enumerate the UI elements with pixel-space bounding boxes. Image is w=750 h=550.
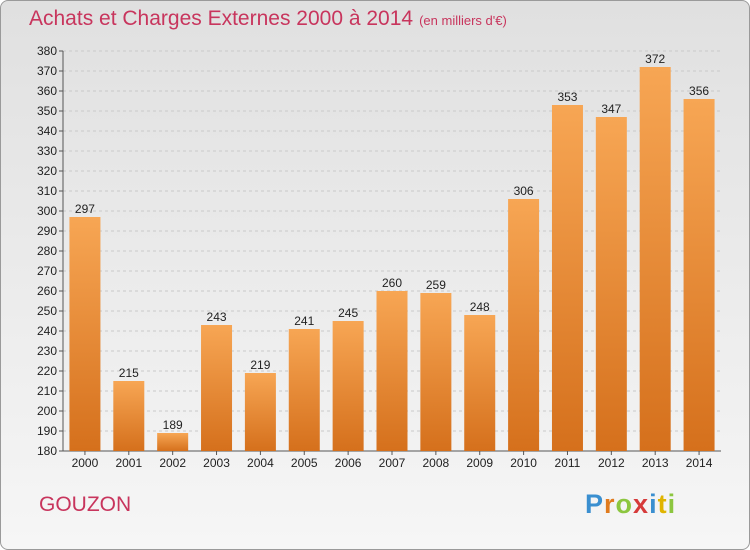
data-label: 347 [601,102,621,116]
x-tick-label: 2006 [335,456,362,470]
title-text: Achats et Charges Externes 2000 à 2014 [29,7,414,30]
data-label: 372 [645,52,665,66]
y-tick-label: 360 [37,84,57,98]
x-tick-label: 2002 [159,456,186,470]
data-label: 248 [470,300,490,314]
bar [201,325,233,451]
y-tick-label: 260 [37,284,57,298]
commune-name: GOUZON [39,493,132,516]
logo-letter: P [585,489,605,519]
data-label: 245 [338,306,358,320]
logo-letter: i [649,489,658,519]
y-tick-label: 210 [37,384,57,398]
logo-letter: t [657,489,668,519]
y-tick-label: 200 [37,404,57,418]
data-label: 219 [250,358,270,372]
y-tick-label: 320 [37,164,57,178]
x-tick-label: 2010 [510,456,537,470]
data-label: 356 [689,84,709,98]
x-tick-label: 2000 [72,456,99,470]
bar [376,291,408,451]
proxiti-logo: Proxiti [585,489,676,520]
bar [683,99,715,451]
bar [420,293,452,451]
y-tick-label: 340 [37,124,57,138]
bar [157,433,189,451]
x-tick-label: 2012 [598,456,625,470]
data-label: 306 [514,184,534,198]
logo-letter: x [633,489,650,519]
bar [288,329,320,451]
bar [113,381,145,451]
y-tick-label: 280 [37,244,57,258]
y-tick-label: 310 [37,184,57,198]
labels: 180 190 200 210 220 230 240 250 260 270 280 290 300 3… [37,44,713,470]
y-tick-label: 350 [37,104,57,118]
logo-letter: i [667,489,677,519]
logo-letter: o [615,489,634,519]
data-label: 243 [207,310,227,324]
x-tick-label: 2013 [642,456,669,470]
data-label: 297 [75,202,95,216]
y-tick-label: 180 [37,444,57,458]
y-tick-label: 190 [37,424,57,438]
x-tick-label: 2009 [466,456,493,470]
bars [69,67,715,451]
y-tick-label: 300 [37,204,57,218]
bar [332,321,364,451]
bar [639,67,671,451]
y-tick-label: 290 [37,224,57,238]
y-tick-label: 250 [37,304,57,318]
bar [464,315,496,451]
x-tick-label: 2003 [203,456,230,470]
y-tick-label: 240 [37,324,57,338]
data-label: 215 [119,366,139,380]
y-tick-label: 380 [37,44,57,58]
data-label: 189 [163,418,183,432]
data-label: 353 [557,90,577,104]
chart-title: Achats et Charges Externes 2000 à 2014 (e… [29,7,507,31]
x-tick-label: 2008 [423,456,450,470]
x-tick-label: 2004 [247,456,274,470]
x-tick-label: 2007 [379,456,406,470]
chart-subtitle: (en milliers d'€) [419,13,507,28]
bar [551,105,583,451]
data-label: 260 [382,276,402,290]
bar [508,199,540,451]
y-tick-label: 270 [37,264,57,278]
x-tick-label: 2001 [115,456,142,470]
y-tick-label: 220 [37,364,57,378]
data-label: 241 [294,314,314,328]
bar [244,373,276,451]
x-tick-label: 2014 [686,456,713,470]
x-tick-label: 2005 [291,456,318,470]
bar [69,217,101,451]
y-tick-label: 230 [37,344,57,358]
y-tick-label: 370 [37,64,57,78]
bar [595,117,627,451]
y-tick-label: 330 [37,144,57,158]
logo-letter: r [604,489,616,519]
x-tick-label: 2011 [555,456,581,470]
data-label: 259 [426,278,446,292]
